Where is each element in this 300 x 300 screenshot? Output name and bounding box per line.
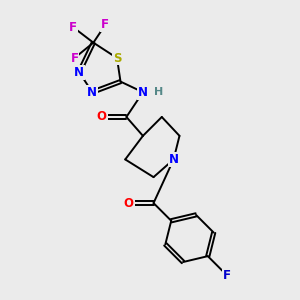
Text: N: N bbox=[74, 66, 84, 79]
Text: F: F bbox=[70, 52, 79, 64]
Text: O: O bbox=[124, 196, 134, 210]
Text: O: O bbox=[97, 110, 106, 124]
Text: F: F bbox=[101, 19, 109, 32]
Text: H: H bbox=[153, 86, 163, 99]
Text: S: S bbox=[113, 52, 121, 64]
Text: N: N bbox=[87, 86, 97, 99]
Text: N: N bbox=[138, 86, 148, 99]
Text: H: H bbox=[154, 87, 163, 97]
Text: F: F bbox=[223, 268, 231, 281]
Text: N: N bbox=[169, 153, 178, 166]
Text: F: F bbox=[69, 21, 77, 34]
